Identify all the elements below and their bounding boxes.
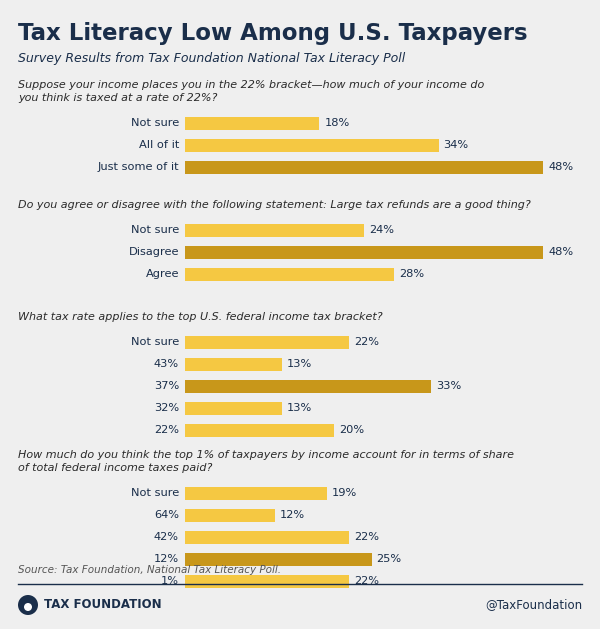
- Text: 12%: 12%: [154, 554, 179, 564]
- Text: 1%: 1%: [161, 576, 179, 586]
- Bar: [185, 245, 543, 259]
- Bar: [185, 423, 334, 437]
- Text: Not sure: Not sure: [131, 488, 179, 498]
- Text: 22%: 22%: [354, 337, 379, 347]
- Text: Just some of it: Just some of it: [97, 162, 179, 172]
- Text: @TaxFoundation: @TaxFoundation: [485, 599, 582, 611]
- Text: Suppose your income places you in the 22% bracket—how much of your income do
you: Suppose your income places you in the 22…: [18, 80, 484, 103]
- Text: 34%: 34%: [443, 140, 469, 150]
- Text: 37%: 37%: [154, 381, 179, 391]
- Text: 22%: 22%: [154, 425, 179, 435]
- Text: Do you agree or disagree with the following statement: Large tax refunds are a g: Do you agree or disagree with the follow…: [18, 200, 531, 210]
- Text: 22%: 22%: [354, 532, 379, 542]
- Bar: [185, 574, 349, 587]
- Bar: [185, 486, 327, 499]
- Text: 20%: 20%: [339, 425, 364, 435]
- Text: 64%: 64%: [154, 510, 179, 520]
- Text: 25%: 25%: [377, 554, 401, 564]
- Text: Survey Results from Tax Foundation National Tax Literacy Poll: Survey Results from Tax Foundation Natio…: [18, 52, 405, 65]
- Bar: [185, 401, 282, 415]
- Circle shape: [18, 595, 38, 615]
- Bar: [185, 223, 364, 237]
- Text: Not sure: Not sure: [131, 225, 179, 235]
- Bar: [185, 552, 371, 565]
- Text: Disagree: Disagree: [128, 247, 179, 257]
- Text: 19%: 19%: [332, 488, 357, 498]
- Text: How much do you think the top 1% of taxpayers by income account for in terms of : How much do you think the top 1% of taxp…: [18, 450, 514, 473]
- Text: 33%: 33%: [436, 381, 461, 391]
- Text: TAX FOUNDATION: TAX FOUNDATION: [44, 599, 161, 611]
- Circle shape: [24, 603, 32, 611]
- Text: 24%: 24%: [369, 225, 394, 235]
- Text: 32%: 32%: [154, 403, 179, 413]
- Text: What tax rate applies to the top U.S. federal income tax bracket?: What tax rate applies to the top U.S. fe…: [18, 312, 383, 322]
- Text: Not sure: Not sure: [131, 337, 179, 347]
- Text: 42%: 42%: [154, 532, 179, 542]
- Text: All of it: All of it: [139, 140, 179, 150]
- Text: 13%: 13%: [287, 403, 312, 413]
- Bar: [185, 335, 349, 348]
- Bar: [185, 357, 282, 370]
- Text: Agree: Agree: [146, 269, 179, 279]
- Text: 18%: 18%: [324, 118, 350, 128]
- Text: 48%: 48%: [548, 162, 573, 172]
- Bar: [185, 267, 394, 281]
- Text: 48%: 48%: [548, 247, 573, 257]
- Text: 43%: 43%: [154, 359, 179, 369]
- Bar: [185, 116, 319, 130]
- Bar: [185, 379, 431, 392]
- Bar: [185, 508, 275, 521]
- Bar: [185, 160, 543, 174]
- Text: 12%: 12%: [280, 510, 305, 520]
- Text: Tax Literacy Low Among U.S. Taxpayers: Tax Literacy Low Among U.S. Taxpayers: [18, 22, 527, 45]
- Text: Not sure: Not sure: [131, 118, 179, 128]
- Text: Source: Tax Foundation, National Tax Literacy Poll.: Source: Tax Foundation, National Tax Lit…: [18, 565, 281, 575]
- Text: 28%: 28%: [399, 269, 424, 279]
- Bar: [185, 138, 439, 152]
- Bar: [185, 530, 349, 543]
- Text: 22%: 22%: [354, 576, 379, 586]
- Text: 13%: 13%: [287, 359, 312, 369]
